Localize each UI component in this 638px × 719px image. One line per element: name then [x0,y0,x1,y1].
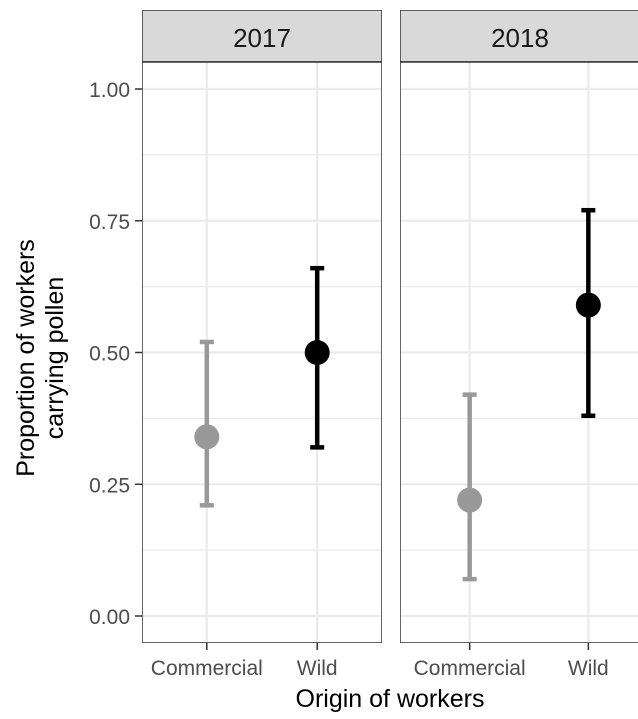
facet-strip-label: 2018 [491,23,549,53]
y-tick-label: 0.25 [89,474,130,497]
y-axis-title-line-1: Proportion of workers [12,239,40,477]
y-tick-label: 0.00 [89,606,130,629]
y-tick-label: 0.50 [89,343,130,366]
facet-panel-2018: 2018 Commercial Wild [400,10,638,680]
panel-border [142,61,382,643]
x-tick-label: Commercial [414,657,526,680]
y-axis: 0.00 0.25 0.50 0.75 1.00 [89,79,142,629]
panel-border [400,61,638,643]
y-axis-title-line-2: carrying pollen [41,277,69,440]
x-axis-title: Origin of workers [296,685,485,713]
x-tick-label: Commercial [151,657,263,680]
y-tick-label: 1.00 [89,79,130,102]
panel-content: 2018 [400,10,638,643]
data-point-commercial [457,487,483,513]
x-tick-label: Wild [568,657,609,680]
data-point-wild [575,292,601,318]
x-tick-label: Wild [297,657,338,680]
y-tick-label: 0.75 [89,211,130,234]
facet-panels: 2017 Commercial Wild 2018 Commercial Wild [142,10,638,680]
panel-content: 2017 [142,10,382,643]
facet-panel-2017: 2017 Commercial Wild [142,10,382,680]
data-point-commercial [194,424,220,450]
data-point-wild [304,340,330,365]
facet-strip-label: 2017 [233,23,291,53]
